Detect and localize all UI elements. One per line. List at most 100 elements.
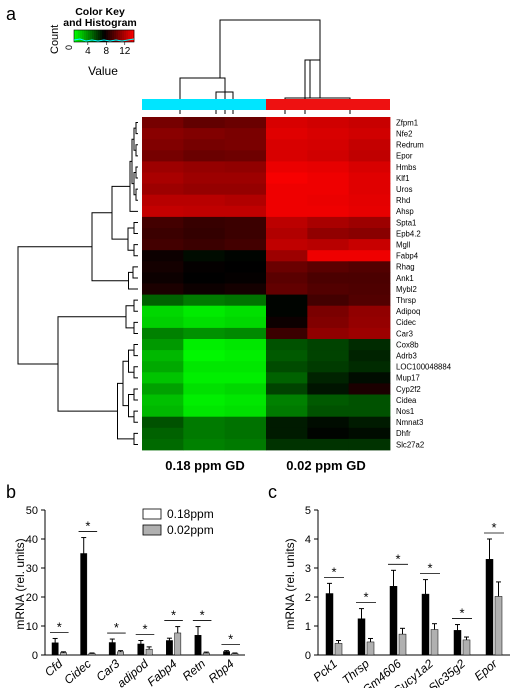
heatmap-cell bbox=[266, 194, 308, 207]
heatmap-cell bbox=[348, 305, 391, 318]
dendrogram-branch bbox=[133, 388, 138, 401]
heatmap-cell bbox=[307, 216, 350, 229]
heatmap-cell bbox=[183, 438, 226, 451]
dendrogram-branch bbox=[133, 410, 138, 423]
dendrogram-branch bbox=[133, 221, 138, 235]
heatmap-cell bbox=[183, 194, 226, 207]
dendrogram-branch bbox=[128, 394, 134, 418]
heatmap-cell bbox=[348, 261, 391, 273]
dendrogram-branch bbox=[132, 266, 138, 279]
heatmap-cell bbox=[307, 294, 350, 307]
heatmap-cell bbox=[142, 438, 184, 451]
gene-label-nos1: Nos1 bbox=[396, 407, 414, 416]
bar-rbp4-0-18ppm bbox=[223, 651, 230, 656]
gene-label-klf1: Klf1 bbox=[396, 174, 409, 183]
heatmap-cell bbox=[142, 194, 184, 207]
color-key-cell bbox=[112, 30, 115, 42]
significance-star: * bbox=[85, 519, 90, 534]
heatmap-cell bbox=[183, 327, 226, 340]
heatmap-cell bbox=[307, 438, 350, 451]
heatmap-cell bbox=[142, 183, 184, 196]
bar-cidec-0-18ppm bbox=[80, 553, 88, 656]
panel-label-b: b bbox=[6, 482, 16, 502]
gene-label-mup17: Mup17 bbox=[396, 374, 420, 383]
heatmap-cell bbox=[307, 250, 350, 262]
heatmap-cell bbox=[266, 327, 308, 340]
heatmap-cell bbox=[348, 427, 391, 440]
heatmap-cell bbox=[307, 405, 350, 418]
heatmap-cell bbox=[183, 150, 226, 162]
heatmap-cell bbox=[266, 117, 308, 129]
color-key-cell bbox=[98, 30, 101, 42]
heatmap-cell bbox=[348, 150, 391, 162]
gene-label-adipoq: Adipoq bbox=[396, 307, 420, 316]
heatmap-cell bbox=[142, 272, 184, 284]
gene-label-nmnat3: Nmnat3 bbox=[396, 418, 423, 427]
heatmap-cell bbox=[183, 128, 226, 140]
panel-label-c: c bbox=[268, 482, 277, 502]
legend-swatch-0-02ppm bbox=[142, 524, 162, 536]
column-group-label-1: 0.18 ppm GD bbox=[165, 458, 244, 473]
heatmap-cell bbox=[307, 316, 350, 329]
category-label-retn: Retn bbox=[180, 656, 209, 683]
heatmap-cell bbox=[183, 350, 226, 362]
color-key-ticks: 4 8 12 bbox=[85, 42, 131, 57]
color-key-cell bbox=[82, 30, 85, 42]
color-key-cell bbox=[118, 30, 121, 42]
heatmap-cell bbox=[266, 383, 308, 395]
heatmap-cell bbox=[266, 216, 308, 229]
y-tick-label: 5 bbox=[305, 505, 311, 517]
heatmap-cell bbox=[348, 239, 391, 251]
dendrogram-branch bbox=[133, 321, 138, 334]
heatmap-cell bbox=[183, 239, 226, 251]
heatmap-cell bbox=[307, 283, 350, 295]
heatmap-cell bbox=[142, 261, 184, 273]
gene-label-loc100048884: LOC100048884 bbox=[396, 363, 452, 372]
color-key-histogram bbox=[73, 38, 135, 42]
heatmap-cell bbox=[348, 416, 391, 429]
gene-label-spta1: Spta1 bbox=[396, 218, 416, 227]
heatmap-cell bbox=[142, 150, 184, 162]
heatmap-cell bbox=[266, 350, 308, 362]
gene-label-ank1: Ank1 bbox=[396, 274, 414, 283]
gene-label-mybl2: Mybl2 bbox=[396, 285, 417, 294]
bar-slc35g2-0-18ppm bbox=[453, 630, 462, 656]
color-key-title: Color Key bbox=[75, 6, 125, 18]
gene-label-fabp4: Fabp4 bbox=[396, 252, 419, 261]
color-key-cell bbox=[104, 30, 107, 42]
heatmap-cell bbox=[348, 172, 391, 184]
heatmap-cell bbox=[266, 305, 308, 318]
heatmap-cell bbox=[183, 427, 226, 440]
heatmap-cell bbox=[348, 294, 391, 307]
heatmap-cell bbox=[224, 150, 267, 162]
heatmap-cell bbox=[142, 316, 184, 329]
heatmap-cell bbox=[183, 139, 226, 151]
group-bar-0-02ppm bbox=[266, 99, 390, 110]
category-label-epor: Epor bbox=[472, 656, 501, 684]
gene-label-nfe2: Nfe2 bbox=[396, 129, 412, 138]
color-key: Color Key and Histogram Count 0 4 8 12 Val… bbox=[49, 6, 137, 78]
heatmap-cell bbox=[183, 261, 226, 273]
gene-label-redrum: Redrum bbox=[396, 141, 424, 150]
gene-label-hmbs: Hmbs bbox=[396, 163, 416, 172]
gene-label-adrb3: Adrb3 bbox=[396, 351, 417, 360]
bar-gucy1a2-0-18ppm bbox=[421, 593, 430, 656]
dendrogram-branch bbox=[133, 366, 138, 379]
heatmap-cell bbox=[183, 316, 226, 329]
color-key-cell bbox=[76, 30, 79, 42]
gene-label-cidec: Cidec bbox=[396, 318, 416, 327]
color-key-count-label: Count bbox=[49, 25, 61, 54]
row-dendrogram bbox=[17, 122, 138, 445]
heatmap-cell bbox=[348, 394, 391, 406]
heatmap-cell bbox=[348, 316, 391, 329]
heatmap-cell bbox=[266, 372, 308, 384]
heatmap-cell bbox=[307, 205, 350, 218]
heatmap-cell bbox=[183, 283, 226, 295]
dendrogram-branch bbox=[91, 212, 129, 282]
significance-star: * bbox=[459, 606, 464, 621]
color-key-cell bbox=[106, 30, 109, 42]
heatmap-cell bbox=[348, 350, 391, 362]
heatmap-cell bbox=[307, 150, 350, 162]
heatmap-cell bbox=[142, 383, 184, 395]
heatmap-cell bbox=[142, 228, 184, 240]
